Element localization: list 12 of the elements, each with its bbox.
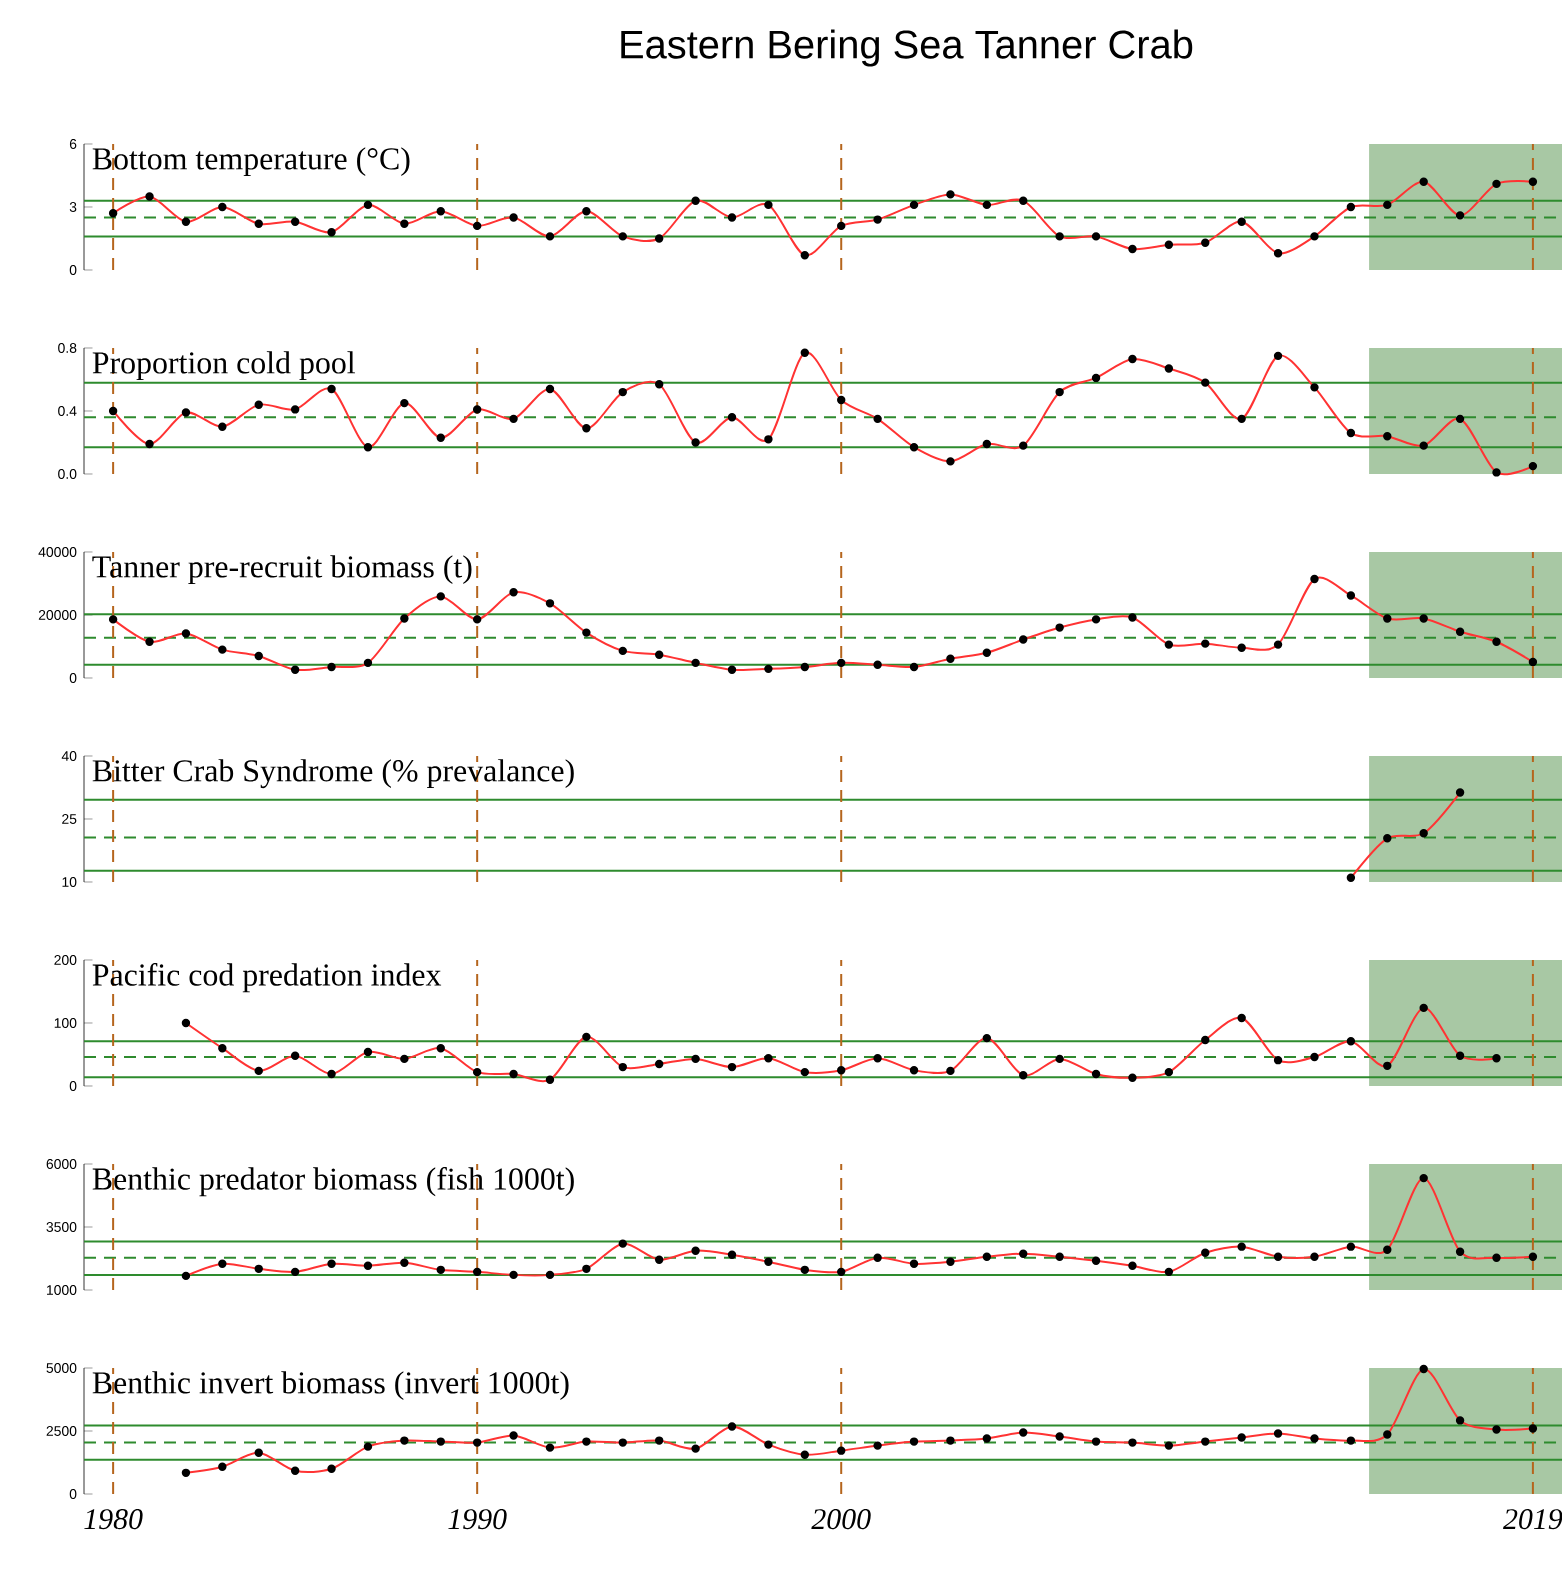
x-tick-label: 2000 — [811, 1509, 871, 1530]
chart-title: Benthic invert biomass (invert 1000t) — [92, 1371, 569, 1401]
text: Eastern Bering Sea Tanner Crab — [621, 29, 1193, 67]
chart-title: Bottom temperature (°C) — [92, 147, 410, 177]
chart-title: Bitter Crab Syndrome (% prevalance) — [92, 759, 574, 789]
chart-title: Pacific cod predation index — [92, 963, 442, 993]
chart-title: Benthic predator biomass (fish 1000t) — [92, 1167, 574, 1197]
chart-title: Proportion cold pool — [92, 351, 356, 381]
chart-title: Tanner pre-recruit biomass (t) — [92, 555, 472, 585]
x-tick-label: 2019 — [1503, 1509, 1562, 1530]
x-tick-label: 1980 — [84, 1509, 143, 1530]
x-tick-label: 1990 — [448, 1509, 507, 1530]
